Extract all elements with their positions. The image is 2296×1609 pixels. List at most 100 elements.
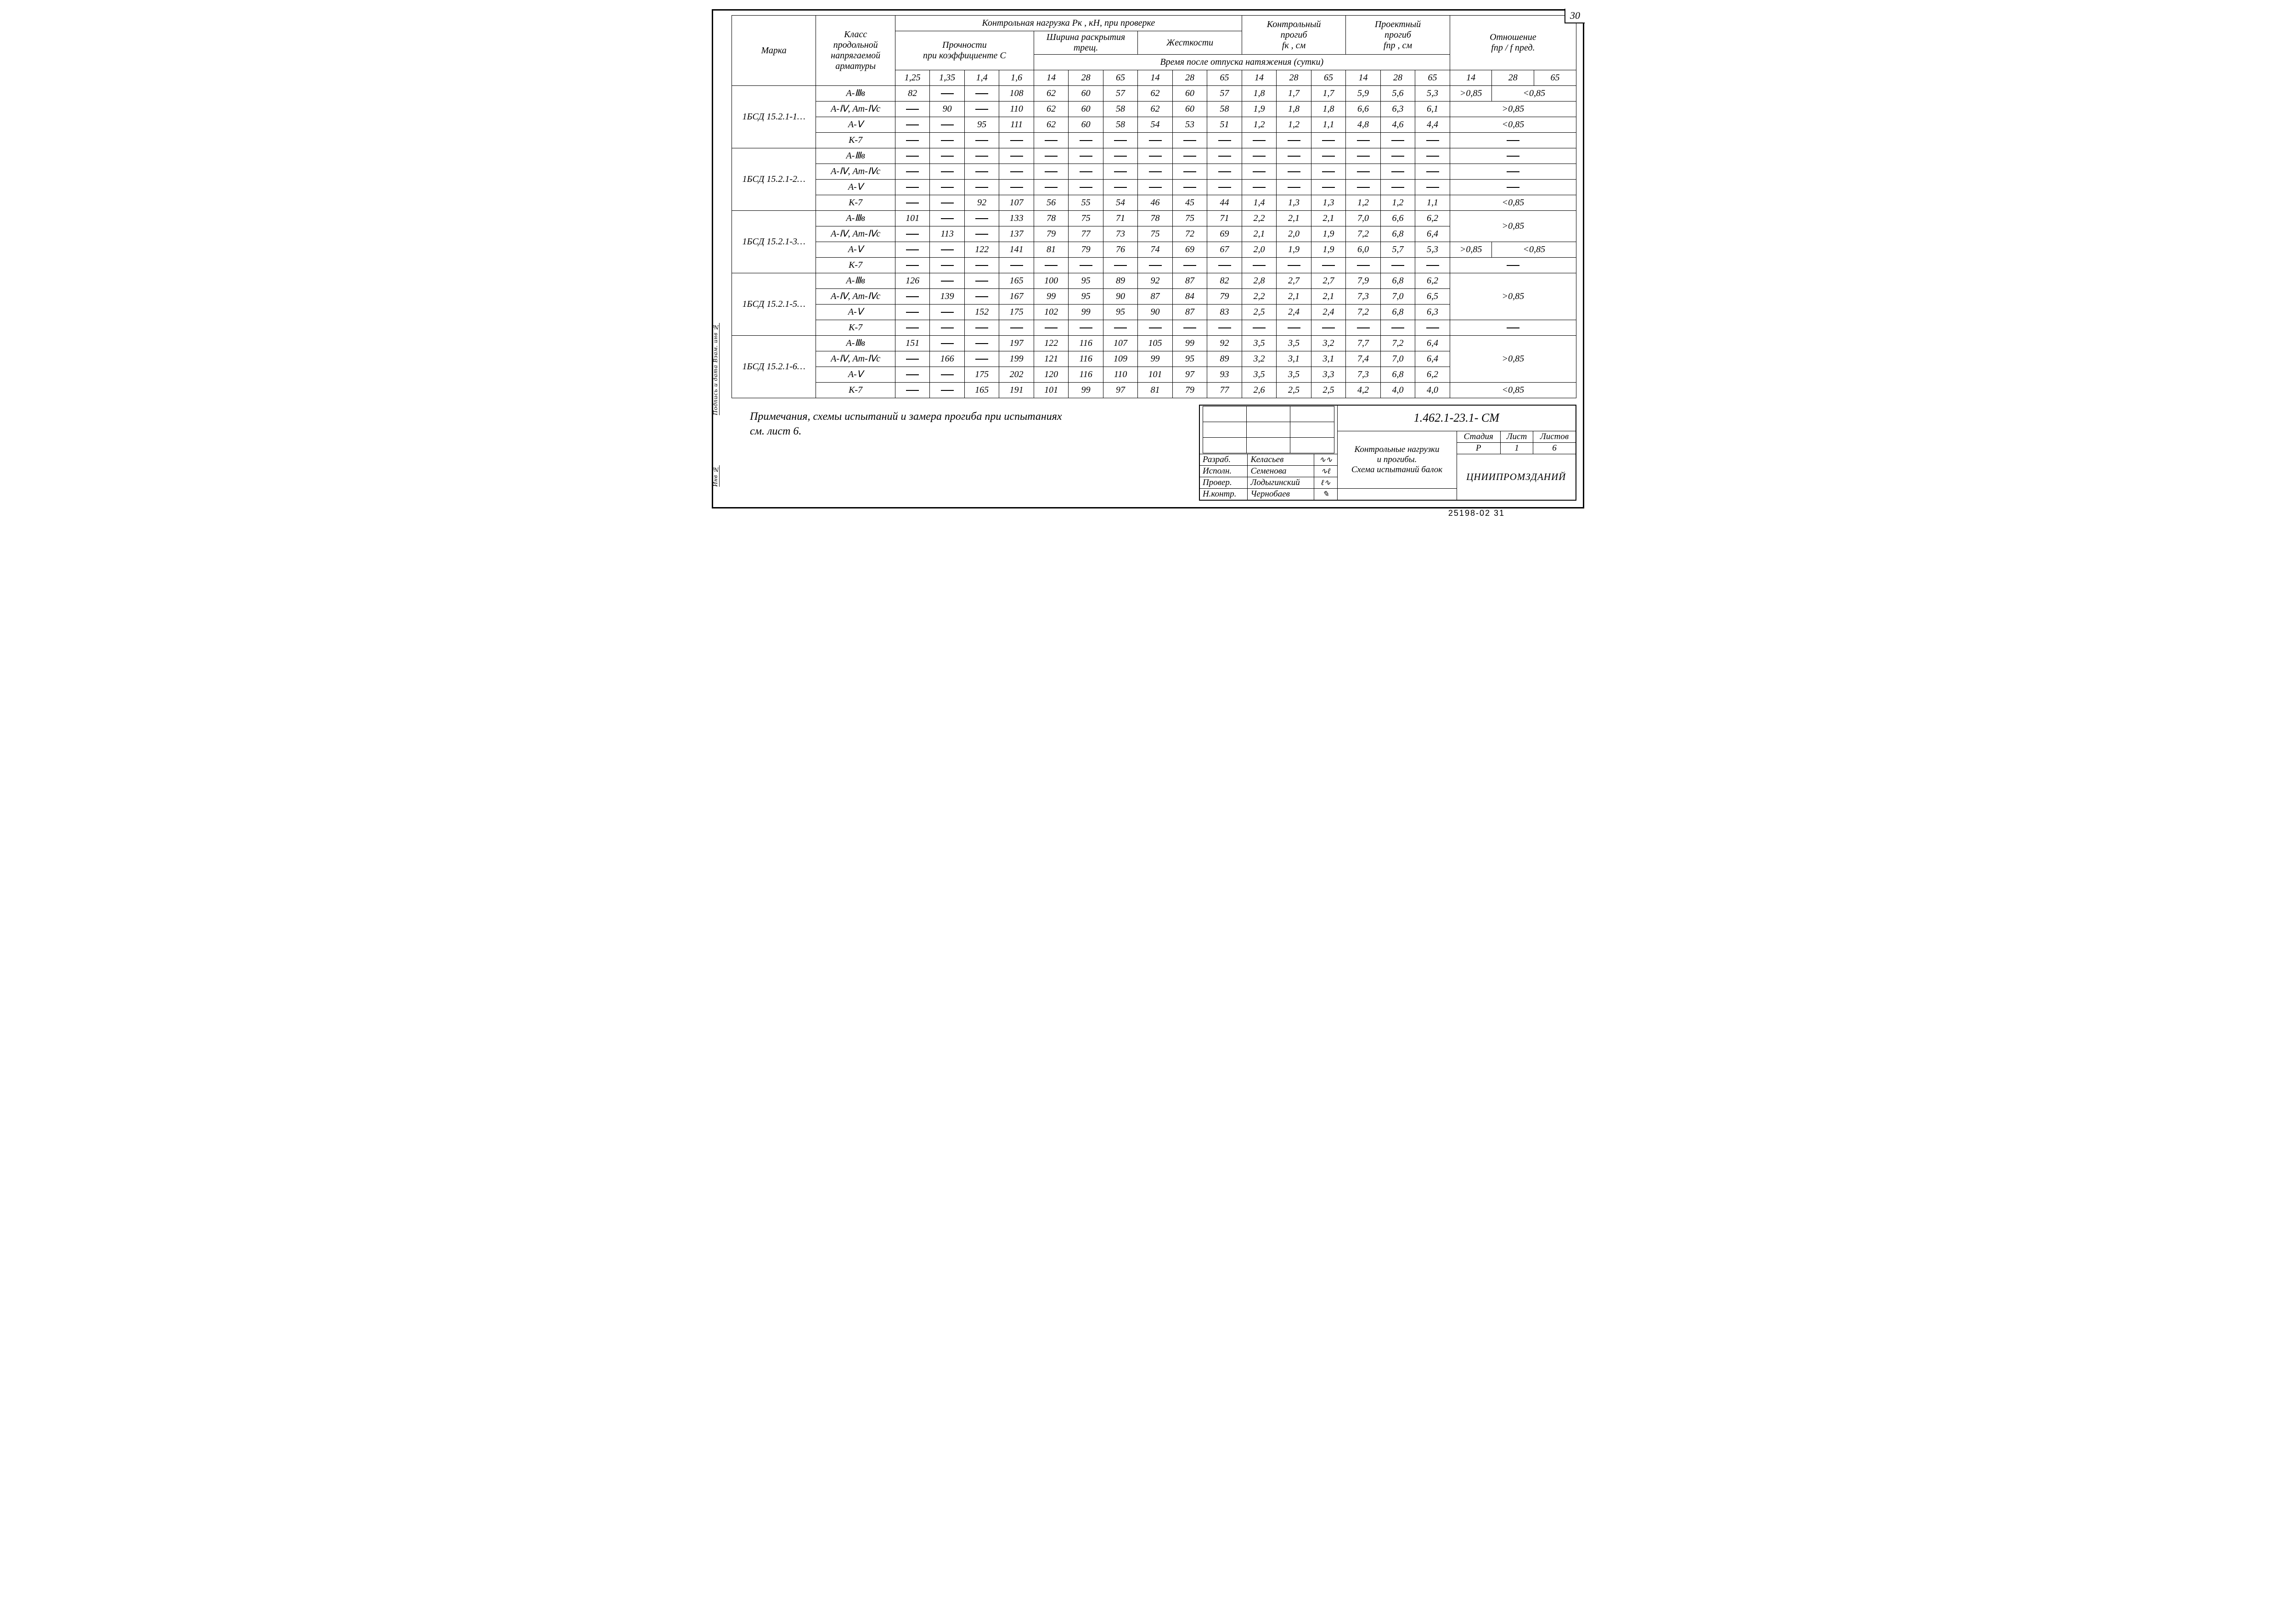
footer-area: Примечания, схемы испытаний и замера про… (732, 405, 1576, 501)
table-cell (1242, 164, 1276, 180)
stage-hdr-0: Стадия (1457, 431, 1500, 442)
table-cell: 121 (1034, 351, 1068, 367)
table-cell: 60 (1172, 86, 1207, 102)
table-cell: 7,4 (1346, 351, 1380, 367)
name-2: Лодыгинский (1248, 477, 1314, 488)
role-1: Исполн. (1199, 465, 1248, 477)
table-cell (1138, 180, 1172, 195)
table-cell: 122 (964, 242, 999, 258)
table-cell (1138, 258, 1172, 273)
table-cell (1207, 133, 1242, 148)
table-cell: 82 (1207, 273, 1242, 289)
table-cell: >0,85 (1450, 336, 1576, 383)
table-cell: 84 (1172, 289, 1207, 305)
armature-cell: К-7 (816, 383, 895, 398)
table-cell (930, 383, 964, 398)
table-cell (1103, 164, 1137, 180)
table-cell (1346, 180, 1380, 195)
table-cell: 1,2 (1277, 117, 1311, 133)
table-cell (1103, 148, 1137, 164)
table-cell (999, 258, 1034, 273)
table-cell (930, 133, 964, 148)
table-cell: 62 (1138, 102, 1172, 117)
table-cell (964, 258, 999, 273)
name-1: Семенова (1248, 465, 1314, 477)
ra-14: 14 (1450, 70, 1492, 86)
drawing-number: 1.462.1-23.1- СМ (1337, 405, 1576, 431)
table-cell: 99 (1069, 305, 1103, 320)
table-cell (1380, 180, 1415, 195)
table-cell: 2,1 (1311, 211, 1346, 226)
table-cell (1450, 148, 1576, 164)
table-cell (964, 273, 999, 289)
table-cell: 6,2 (1415, 211, 1450, 226)
table-cell: 87 (1172, 273, 1207, 289)
table-cell: 1,7 (1311, 86, 1346, 102)
table-cell: 165 (999, 273, 1034, 289)
table-cell: 126 (895, 273, 929, 289)
hdr-kontrol-progib: Контрольный прогиб fк , см (1242, 16, 1345, 55)
table-cell (999, 320, 1034, 336)
table-cell (930, 305, 964, 320)
table-cell (1380, 133, 1415, 148)
table-cell: 6,2 (1415, 273, 1450, 289)
table-cell: 3,2 (1311, 336, 1346, 351)
table-cell (964, 148, 999, 164)
table-cell: 2,5 (1277, 383, 1311, 398)
table-cell: 1,7 (1277, 86, 1311, 102)
table-cell (895, 226, 929, 242)
table-cell (930, 367, 964, 383)
table-cell: 62 (1138, 86, 1172, 102)
table-row: А-Ⅳ, Ат-Ⅳс (732, 164, 1576, 180)
table-cell (964, 180, 999, 195)
empty-grid (1203, 406, 1334, 453)
table-cell: 74 (1138, 242, 1172, 258)
table-cell: 87 (1138, 289, 1172, 305)
table-cell: 6,1 (1415, 102, 1450, 117)
table-cell (1242, 180, 1276, 195)
table-cell: 116 (1069, 336, 1103, 351)
armature-cell: А-Ⅲв (816, 86, 895, 102)
fp-14: 14 (1346, 70, 1380, 86)
hdr-time-note: Время после отпуска натяжения (сутки) (1034, 55, 1450, 70)
table-cell: 7,2 (1346, 226, 1380, 242)
armature-cell: А-Ⅳ, Ат-Ⅳс (816, 102, 895, 117)
table-cell: 2,6 (1242, 383, 1276, 398)
table-cell: 5,3 (1415, 242, 1450, 258)
table-cell: 5,9 (1346, 86, 1380, 102)
table-cell (1172, 258, 1207, 273)
table-row: 1БСД 15.2.1-2…А-Ⅲв (732, 148, 1576, 164)
hdr-ratio: Отношение fпр / f пред. (1450, 16, 1576, 70)
table-row: А-Ⅴ (732, 180, 1576, 195)
table-cell: 4,0 (1380, 383, 1415, 398)
table-cell: 141 (999, 242, 1034, 258)
table-cell: 58 (1207, 102, 1242, 117)
table-cell: 60 (1069, 117, 1103, 133)
table-cell (1103, 320, 1137, 336)
fp-65: 65 (1415, 70, 1450, 86)
table-cell (1103, 258, 1137, 273)
table-cell: 92 (964, 195, 999, 211)
table-cell: 1,4 (1242, 195, 1276, 211)
table-cell: 51 (1207, 117, 1242, 133)
table-cell (1242, 258, 1276, 273)
armature-cell: А-Ⅳ, Ат-Ⅳс (816, 164, 895, 180)
table-cell: 53 (1172, 117, 1207, 133)
table-row: К-7 (732, 258, 1576, 273)
table-cell: 3,1 (1277, 351, 1311, 367)
table-cell: 6,8 (1380, 305, 1415, 320)
table-cell: 6,8 (1380, 273, 1415, 289)
table-cell: 175 (964, 367, 999, 383)
table-cell: 137 (999, 226, 1034, 242)
table-cell (964, 351, 999, 367)
table-cell (1138, 133, 1172, 148)
table-cell: 1,2 (1242, 117, 1276, 133)
table-cell: 95 (1069, 289, 1103, 305)
hdr-stiff: Жесткости (1138, 31, 1242, 55)
table-cell: 44 (1207, 195, 1242, 211)
sig-1: ∿ℓ (1314, 465, 1337, 477)
table-cell: 6,0 (1346, 242, 1380, 258)
table-row: А-Ⅳ, Ат-Ⅳс901106260586260581,91,81,86,66… (732, 102, 1576, 117)
table-cell: 93 (1207, 367, 1242, 383)
table-cell (895, 117, 929, 133)
